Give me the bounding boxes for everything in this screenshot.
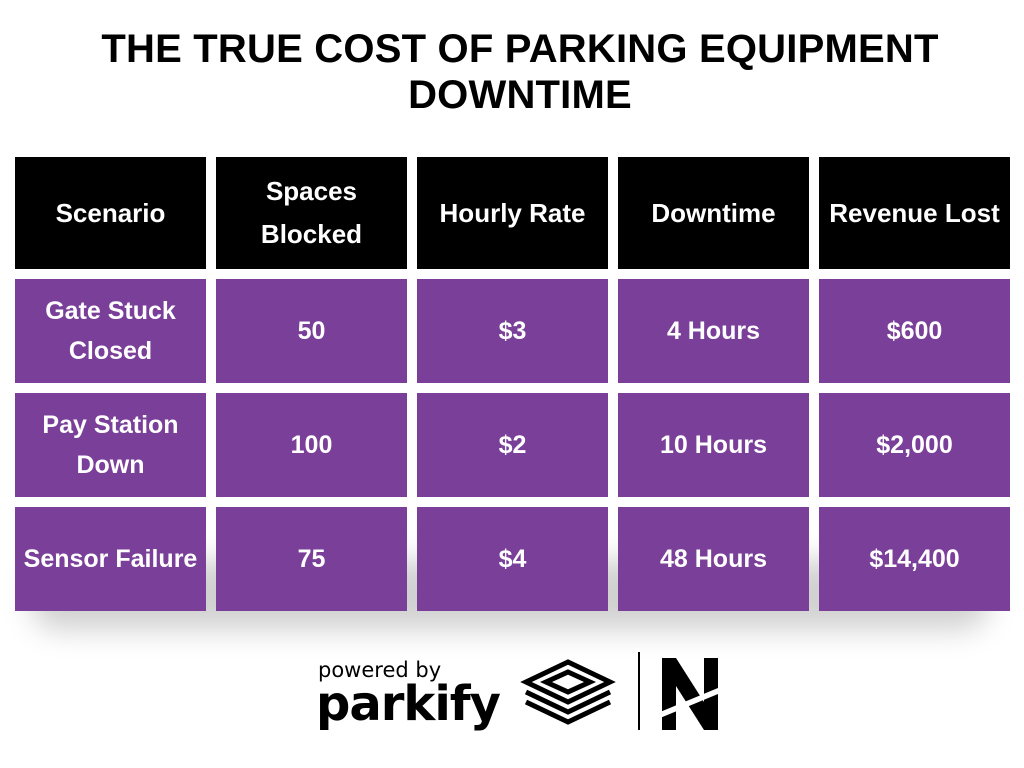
table-cell-spaces: 75 bbox=[216, 507, 407, 611]
table-cell-rate: $2 bbox=[417, 393, 608, 497]
table-cell-downtime: 10 Hours bbox=[618, 393, 809, 497]
table-cell-rate: $3 bbox=[417, 279, 608, 383]
n-logo-icon bbox=[660, 658, 718, 730]
page-title: THE TRUE COST OF PARKING EQUIPMENT DOWNT… bbox=[101, 27, 939, 117]
table-cell-spaces: 50 bbox=[216, 279, 407, 383]
table-cell-scenario: Gate Stuck Closed bbox=[15, 279, 206, 383]
table-cell-scenario: Sensor Failure bbox=[15, 507, 206, 611]
powered-by-label: powered by bbox=[318, 658, 442, 682]
table-cell-revenue: $2,000 bbox=[819, 393, 1010, 497]
logo-divider bbox=[638, 652, 640, 730]
table-cell-downtime: 4 Hours bbox=[618, 279, 809, 383]
header-revenue-lost: Revenue Lost bbox=[819, 157, 1010, 269]
header-spaces-blocked: Spaces Blocked bbox=[216, 157, 407, 269]
table-cell-downtime: 48 Hours bbox=[618, 507, 809, 611]
header-downtime: Downtime bbox=[618, 157, 809, 269]
table-cell-scenario: Pay Station Down bbox=[15, 393, 206, 497]
footer: powered by parkify bbox=[0, 650, 1024, 740]
table-cell-revenue: $14,400 bbox=[819, 507, 1010, 611]
header-scenario: Scenario bbox=[15, 157, 206, 269]
header-hourly-rate: Hourly Rate bbox=[417, 157, 608, 269]
table-cell-revenue: $600 bbox=[819, 279, 1010, 383]
parkify-logo: parkify bbox=[316, 676, 501, 732]
layers-logo-icon bbox=[520, 659, 616, 725]
table-cell-spaces: 100 bbox=[216, 393, 407, 497]
cost-table: Scenario Spaces Blocked Hourly Rate Down… bbox=[15, 157, 1010, 611]
table-cell-rate: $4 bbox=[417, 507, 608, 611]
